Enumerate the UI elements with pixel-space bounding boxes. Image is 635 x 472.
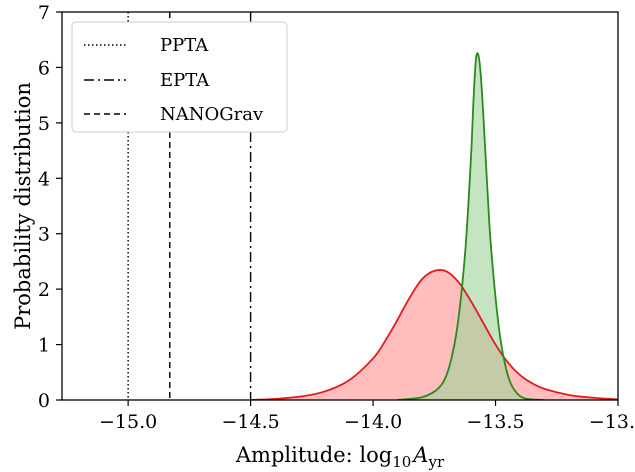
y-tick-label: 0 — [38, 390, 50, 412]
y-tick-label: 7 — [38, 2, 50, 24]
y-tick-label: 1 — [38, 335, 50, 357]
legend: PPTA EPTA NANOGrav — [71, 21, 288, 133]
x-tick-label: −13.0 — [589, 411, 635, 433]
series-1-line — [397, 52, 545, 400]
plot-frame — [61, 11, 619, 401]
x-axis-label: Amplitude: log10Ayr — [235, 443, 445, 471]
legend-label-ppta: PPTA — [160, 35, 209, 56]
x-tick-label: −13.5 — [466, 411, 524, 433]
y-axis-label: Probability distribution — [11, 82, 35, 330]
series-0-area — [250, 269, 618, 400]
x-tick-label: −15.0 — [99, 411, 157, 433]
legend-label-epta: EPTA — [160, 70, 210, 91]
y-tick-label: 6 — [38, 57, 50, 79]
y-tick-label: 5 — [38, 113, 50, 135]
x-tick-label: −14.5 — [221, 411, 279, 433]
series-1-area — [397, 53, 545, 400]
legend-box — [71, 21, 288, 133]
series-0-line — [250, 269, 618, 400]
x-tick-label: −14.0 — [344, 411, 402, 433]
y-tick-label: 4 — [38, 168, 50, 190]
legend-label-nanograv: NANOGrav — [160, 104, 264, 125]
y-tick-label: 3 — [38, 224, 50, 246]
y-tick-label: 2 — [38, 279, 50, 301]
